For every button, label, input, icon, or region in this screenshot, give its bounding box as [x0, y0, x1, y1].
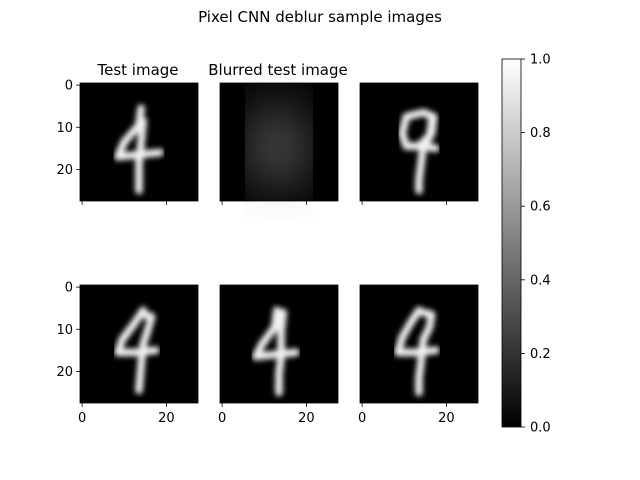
panel-title-test-image: Test image [96, 61, 178, 79]
x-tick-label: 0 [78, 411, 86, 426]
colorbar-tick-label: 1.0 [530, 53, 551, 68]
colorbar-tick-label: 0.6 [530, 200, 551, 215]
y-tick-label: 10 [56, 323, 73, 338]
y-tick-label: 0 [65, 281, 73, 296]
x-tick-label: 20 [158, 411, 175, 426]
x-tick-label: 0 [358, 411, 366, 426]
panel-deblurred-sample-2: 0 10 20 0 20 [56, 281, 198, 426]
x-tick-label: 0 [218, 411, 226, 426]
digit-stroke [279, 312, 283, 392]
x-tick-label: 20 [298, 411, 315, 426]
digit-stroke [139, 121, 143, 191]
x-tick-label: 20 [438, 411, 455, 426]
colorbar-tick-label: 0.2 [530, 347, 551, 362]
colorbar-tick-label: 0.0 [530, 421, 551, 436]
y-tick-label: 20 [56, 365, 73, 380]
panel-deblurred-sample-1 [360, 83, 478, 205]
colorbar-tick-label: 0.4 [530, 273, 551, 288]
digit-stroke [419, 146, 423, 190]
y-tick-label: 10 [56, 121, 73, 136]
colorbar-ticks: 0.0 0.2 0.4 0.6 0.8 1.0 [521, 53, 551, 436]
y-tick-label: 0 [65, 79, 73, 94]
y-tick-label: 20 [56, 163, 73, 178]
image-grid: 0 10 20 0 10 20 0 20 0 20 0 20 [56, 79, 478, 426]
colorbar: 0.0 0.2 0.4 0.6 0.8 1.0 [502, 53, 551, 436]
panel-title-blurred-test-image: Blurred test image [208, 61, 348, 79]
colorbar-gradient [502, 59, 521, 427]
panel-deblurred-sample-3: 0 20 [218, 285, 338, 426]
figure-title: Pixel CNN deblur sample images [198, 8, 442, 26]
digit-stroke [279, 121, 281, 184]
panel-test-digit-4: 0 10 20 [56, 79, 198, 205]
colorbar-tick-label: 0.8 [530, 126, 551, 141]
panel-blurred-digit-4 [220, 83, 338, 205]
panel-deblurred-sample-4: 0 20 [358, 285, 478, 426]
